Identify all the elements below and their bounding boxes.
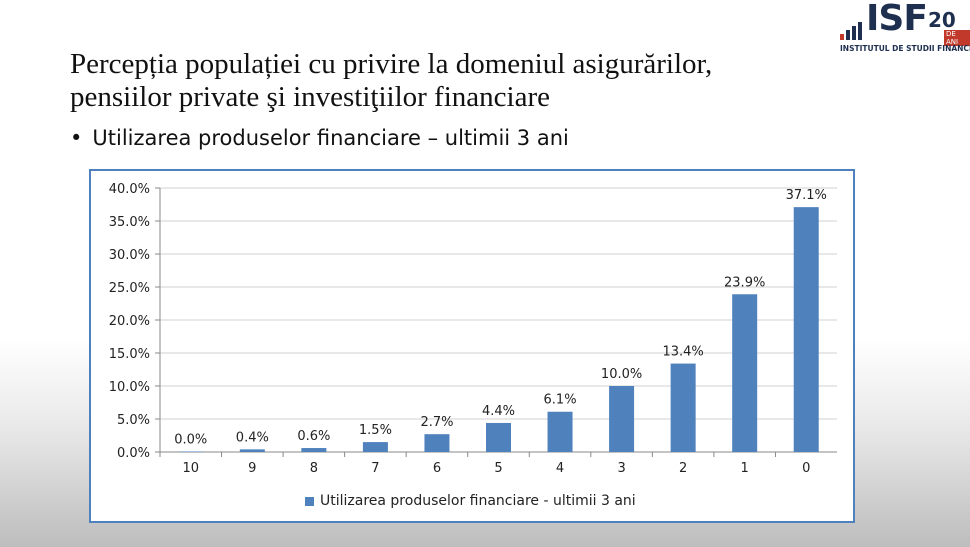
legend-label: Utilizarea produselor financiare - ultim… [320,493,636,509]
y-tick-label: 30.0% [109,248,150,263]
x-tick-label: 6 [433,461,441,476]
bar [732,294,758,452]
y-tick-label: 5.0% [117,413,150,428]
x-tick-label: 8 [310,461,318,476]
data-label: 4.4% [482,404,515,419]
bar [301,448,327,452]
bullet-icon: • [70,126,83,150]
x-tick-label: 10 [182,461,199,476]
x-tick-label: 1 [741,461,749,476]
bar [362,442,388,452]
bar [547,411,573,452]
logo-badge: DE ANI [944,30,970,46]
data-label: 23.9% [724,275,765,290]
logo-number: 20 [928,8,956,32]
bar [793,207,819,452]
chart-legend: Utilizarea produselor financiare - ultim… [305,493,636,509]
x-tick-label: 4 [556,461,564,476]
slide-title-line-1: Percepția populației cu privire la domen… [70,48,713,80]
y-tick-label: 40.0% [109,182,150,197]
data-label: 0.4% [236,430,269,445]
x-tick-label: 9 [248,461,256,476]
data-label: 0.0% [174,433,207,448]
data-label: 6.1% [544,393,577,408]
bar [178,451,204,452]
slide-bullet: • Utilizarea produselor financiare – ulti… [70,126,569,150]
logo-subtitle: INSTITUTUL DE STUDII FINANCIARE [840,44,970,53]
legend-swatch [305,496,314,506]
bar [424,434,450,452]
data-label: 10.0% [601,367,642,382]
data-label: 37.1% [786,188,827,203]
y-tick-label: 35.0% [109,215,150,230]
data-label: 13.4% [662,345,703,360]
data-label: 0.6% [297,429,330,444]
slide-title: Percepția populației cu privire la domen… [70,48,830,114]
bar-chart: 0.0%5.0%10.0%15.0%20.0%25.0%30.0%35.0%40… [109,182,837,476]
x-tick-label: 2 [679,461,687,476]
y-tick-label: 20.0% [109,314,150,329]
data-label: 2.7% [420,415,453,430]
bar [486,422,511,452]
isf-logo: ISF 20 DE ANI INSTITUTUL DE STUDII FINAN… [840,0,970,56]
slide-title-line-2: pensiilor private şi investiţiilor finan… [70,81,550,113]
bar [609,386,635,452]
bullet-text: Utilizarea produselor financiare – ultim… [92,126,569,150]
x-tick-label: 3 [617,461,625,476]
y-tick-label: 10.0% [109,380,150,395]
bar [670,363,696,452]
y-tick-label: 15.0% [109,347,150,362]
data-label: 1.5% [359,423,392,438]
x-tick-label: 5 [494,461,502,476]
y-tick-label: 25.0% [109,281,150,296]
bar-chart-icon [840,22,862,40]
x-tick-label: 0 [802,461,810,476]
x-tick-label: 7 [371,461,379,476]
logo-mark: ISF [866,0,928,39]
y-tick-label: 0.0% [117,446,150,461]
bar [239,449,265,452]
chart-frame: 0.0% 5.0% 10.0% 15.0% 20.0% 25.0% 30.0% 35.0% 40… [89,169,855,523]
